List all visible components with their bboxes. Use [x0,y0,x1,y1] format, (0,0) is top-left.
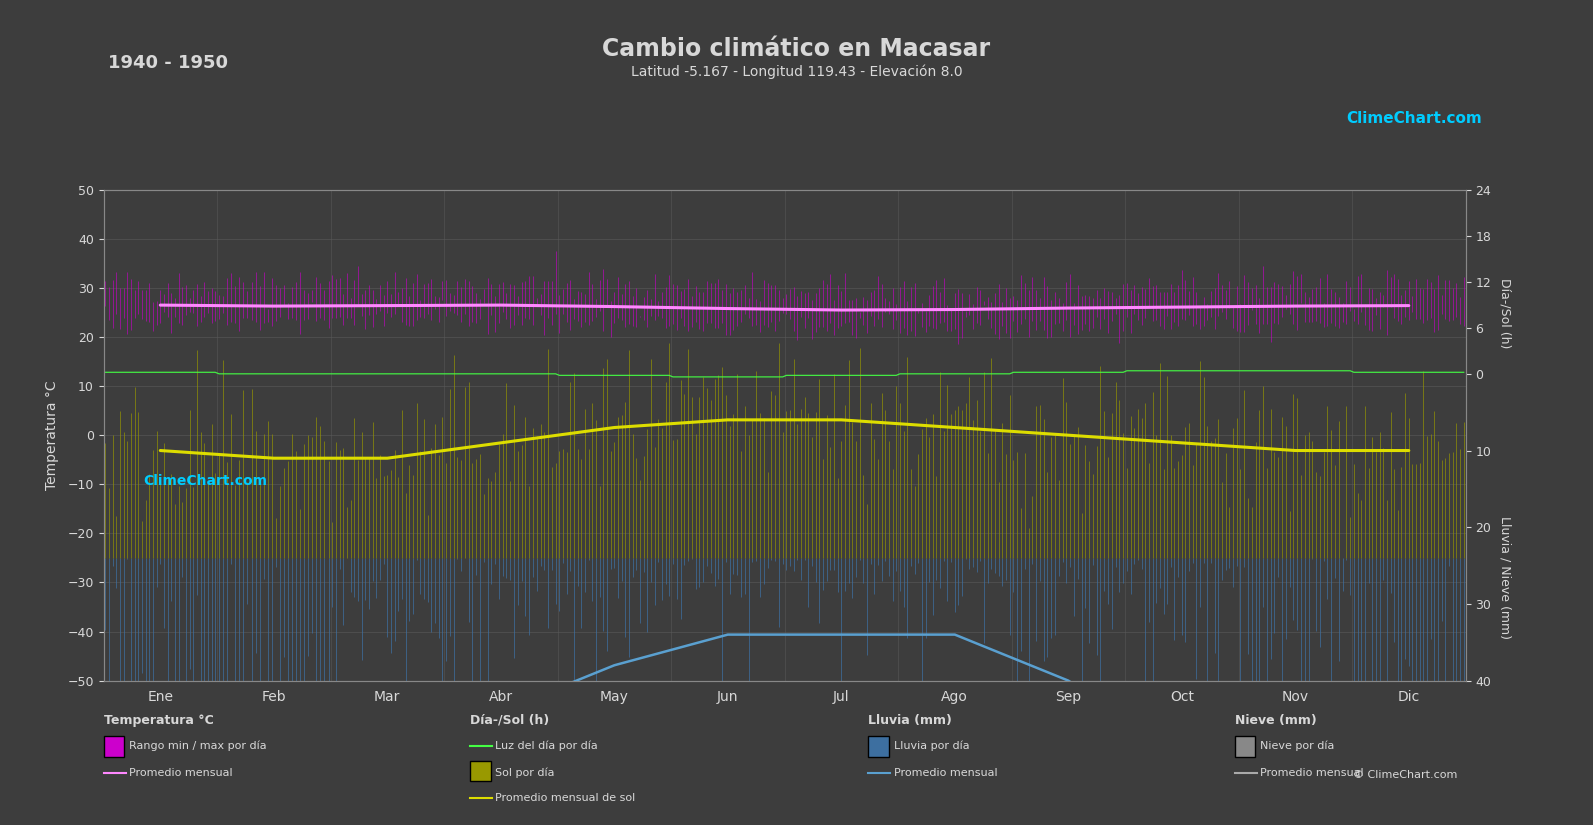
Text: Promedio mensual: Promedio mensual [894,768,997,778]
Y-axis label: Temperatura °C: Temperatura °C [45,380,59,490]
Text: Cambio climático en Macasar: Cambio climático en Macasar [602,37,991,61]
Text: Lluvia por día: Lluvia por día [894,741,969,751]
Text: Nieve por día: Nieve por día [1260,741,1335,751]
Text: Luz del día por día: Luz del día por día [495,741,599,751]
Text: Promedio mensual de sol: Promedio mensual de sol [495,793,636,803]
Text: ClimeChart.com: ClimeChart.com [1346,111,1481,126]
Text: 1940 - 1950: 1940 - 1950 [108,54,228,72]
Text: Nieve (mm): Nieve (mm) [1235,714,1316,727]
Text: Día-/Sol (h): Día-/Sol (h) [470,714,550,727]
Text: Rango min / max por día: Rango min / max por día [129,741,266,751]
Text: ClimeChart.com: ClimeChart.com [143,474,268,488]
Text: Lluvia (mm): Lluvia (mm) [868,714,953,727]
Text: Sol por día: Sol por día [495,768,554,778]
Text: Promedio mensual: Promedio mensual [1260,768,1364,778]
Text: Temperatura °C: Temperatura °C [104,714,213,727]
Text: Latitud -5.167 - Longitud 119.43 - Elevación 8.0: Latitud -5.167 - Longitud 119.43 - Eleva… [631,64,962,79]
Text: Día-/Sol (h): Día-/Sol (h) [1499,278,1512,349]
Text: © ClimeChart.com: © ClimeChart.com [1352,770,1458,780]
Text: Lluvia / Nieve (mm): Lluvia / Nieve (mm) [1499,516,1512,639]
Text: Promedio mensual: Promedio mensual [129,768,233,778]
